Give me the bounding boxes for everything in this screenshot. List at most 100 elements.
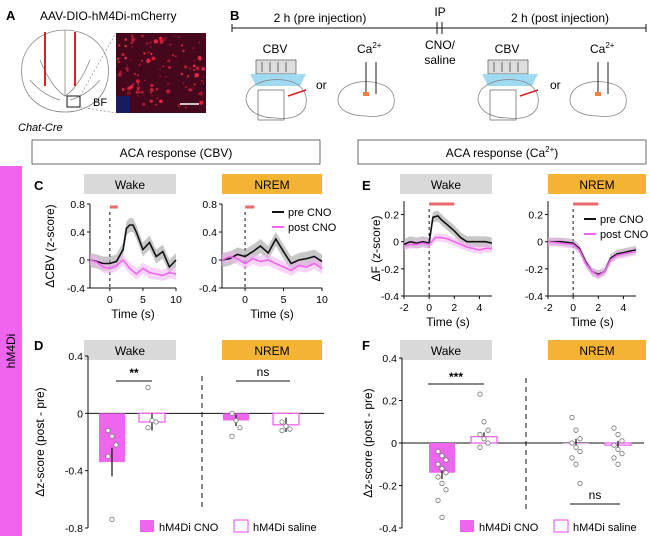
y-axis-label: ΔCBV (z-score) bbox=[43, 204, 57, 287]
micrograph-speckle bbox=[145, 41, 149, 46]
cbv-setup-illustration-post bbox=[477, 59, 539, 121]
ca-label-post: Ca2+ bbox=[590, 41, 615, 56]
cbv-setup-illustration-pre bbox=[245, 59, 307, 121]
micrograph-speckle bbox=[118, 44, 121, 47]
ca-section-title: ACA response (Ca2+) bbox=[446, 145, 559, 160]
micrograph-speckle bbox=[117, 72, 122, 77]
y-tick-label: 0 bbox=[393, 237, 399, 249]
e-wake-header-label: Wake bbox=[431, 178, 462, 192]
data-point bbox=[283, 423, 289, 429]
y-tick-label: 0 bbox=[77, 408, 83, 420]
data-point bbox=[145, 425, 151, 431]
data-point bbox=[237, 425, 243, 431]
series-line-pre-cno bbox=[548, 240, 637, 276]
y-tick-label: 0.8 bbox=[70, 199, 85, 211]
micrograph-speckle bbox=[183, 65, 188, 69]
pre-injection-label: 2 h (pre injection) bbox=[274, 11, 367, 25]
micrograph-speckle bbox=[159, 99, 163, 104]
micrograph-speckle bbox=[140, 90, 145, 95]
micrograph-speckle bbox=[131, 45, 134, 48]
sig-d-nrem: ns bbox=[257, 365, 270, 379]
chart-d: -0.8 -0.4 0 0.4 Δz-score (post - pre) bbox=[33, 351, 324, 535]
legend-e-post-label: post CNO bbox=[600, 229, 649, 241]
mcherry-micrograph bbox=[116, 33, 206, 113]
legend-d-cno-label: hM4Di CNO bbox=[159, 522, 219, 534]
micrograph-speckle bbox=[202, 82, 204, 85]
micrograph-speckle bbox=[199, 100, 204, 105]
micrograph-speckle bbox=[166, 89, 171, 94]
ca-setup-illustration-pre bbox=[337, 62, 395, 117]
legend-d-cno-swatch bbox=[140, 520, 154, 532]
e-wake-header bbox=[400, 174, 492, 194]
micrograph-speckle bbox=[159, 36, 162, 40]
legend-d: hM4Di CNO hM4Di saline bbox=[140, 519, 317, 534]
x-tick-label: 2 bbox=[451, 302, 457, 314]
data-point bbox=[109, 516, 115, 523]
micrograph-speckle bbox=[187, 75, 190, 78]
micrograph-speckle bbox=[164, 36, 167, 39]
x-tick-label: -2 bbox=[543, 302, 552, 314]
data-point bbox=[577, 480, 583, 486]
micrograph-speckle bbox=[125, 66, 129, 71]
micrograph-speckle bbox=[167, 82, 170, 85]
significance-f: *** ns bbox=[428, 370, 620, 505]
y-tick-label: -0.4 bbox=[199, 283, 217, 295]
data-point bbox=[105, 453, 111, 459]
micrograph-speckle bbox=[156, 97, 159, 100]
data-point bbox=[485, 440, 491, 446]
y-tick-label: 0.4 bbox=[382, 353, 397, 365]
d-nrem-header-label: NREM bbox=[254, 344, 289, 358]
c-wake-header bbox=[84, 174, 176, 194]
micrograph-speckle bbox=[188, 67, 192, 70]
cbv-section-box bbox=[31, 139, 321, 165]
legend-d-saline-swatch bbox=[233, 519, 249, 533]
micrograph-speckle bbox=[146, 58, 151, 64]
x-axis-label: Time (s) bbox=[426, 315, 470, 329]
e-nrem-header bbox=[548, 174, 646, 194]
micrograph-speckle bbox=[130, 34, 134, 38]
data-point bbox=[435, 461, 441, 467]
chart-c-wake: -0.4 0 0.4 0.8 0 5 10 Time (s) ΔCBV (z-score) bbox=[43, 199, 182, 321]
data-point bbox=[569, 440, 575, 446]
legend-c: pre CNO post CNO bbox=[272, 207, 337, 234]
micrograph-speckle bbox=[130, 41, 134, 45]
series-line-pre-cno bbox=[221, 237, 323, 265]
micrograph-speckle bbox=[131, 37, 136, 42]
x-axis-label: Time (s) bbox=[250, 307, 294, 321]
micrograph-speckle bbox=[125, 45, 127, 47]
series-line-post-cno bbox=[221, 255, 323, 272]
zoom-line-top bbox=[79, 32, 117, 97]
data-point bbox=[287, 426, 293, 432]
y-tick-label: -0.4 bbox=[67, 283, 85, 295]
micrograph-speckle bbox=[165, 76, 167, 78]
y-tick-label: -0.4 bbox=[381, 291, 399, 303]
micrograph-speckle bbox=[150, 52, 153, 56]
panel-letter-c: C bbox=[34, 178, 44, 193]
y-tick-label: 0.4 bbox=[202, 227, 217, 239]
bf-region-box bbox=[66, 95, 81, 108]
ca-label-pre: Ca2+ bbox=[357, 41, 382, 56]
f-nrem-header bbox=[548, 340, 646, 360]
data-point bbox=[229, 410, 235, 416]
micrograph-speckle bbox=[129, 58, 132, 61]
mouse-line-label: Chat-Cre bbox=[18, 122, 63, 134]
micrograph-speckle bbox=[151, 56, 156, 61]
y-tick-label: 0 bbox=[391, 438, 397, 450]
data-point bbox=[233, 417, 239, 424]
micrograph-speckle bbox=[136, 74, 140, 77]
x-tick-label: 0 bbox=[242, 294, 248, 306]
data-point bbox=[145, 384, 151, 391]
timeline bbox=[231, 22, 647, 34]
post-injection-label: 2 h (post injection) bbox=[511, 11, 609, 25]
micrograph-speckle bbox=[149, 45, 152, 48]
micrograph-speckle bbox=[192, 47, 194, 49]
series-line-post-cno bbox=[547, 240, 637, 277]
y-tick-label: 0.2 bbox=[384, 210, 399, 222]
data-point bbox=[577, 436, 583, 442]
hm4di-side-bar bbox=[0, 166, 22, 536]
legend-f-cno-label: hM4Di CNO bbox=[479, 522, 539, 534]
data-point bbox=[619, 438, 625, 444]
c-nrem-header-label: NREM bbox=[254, 178, 289, 192]
f-wake-header bbox=[400, 340, 492, 360]
x-tick-label: 10 bbox=[316, 294, 328, 306]
